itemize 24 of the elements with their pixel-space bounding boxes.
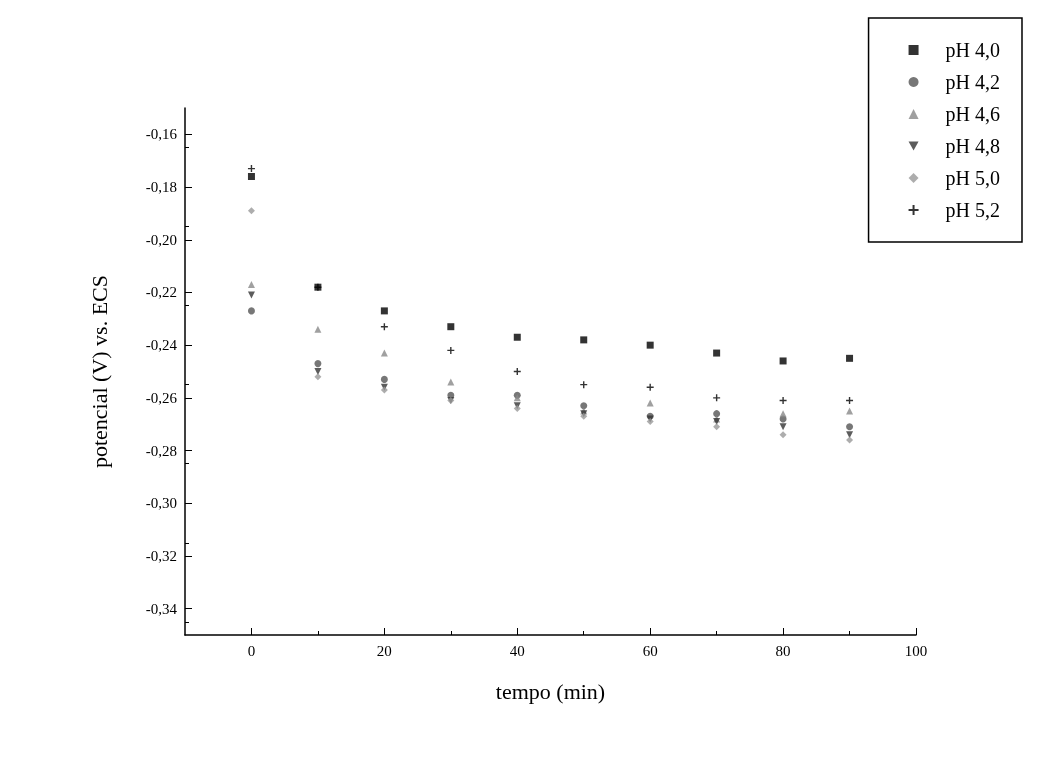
- y-tick-label: -0,32: [145, 547, 177, 564]
- legend-label: pH 4,0: [945, 39, 1001, 62]
- x-tick-label: 0: [247, 642, 256, 659]
- y-tick-label: -0,20: [145, 231, 177, 248]
- x-tick-label: 80: [775, 642, 791, 659]
- x-axis-title: tempo (min): [495, 678, 606, 704]
- x-tick-label: 20: [376, 642, 392, 659]
- legend-label: pH 4,6: [945, 103, 1001, 126]
- x-tick-label: 60: [642, 642, 658, 659]
- x-tick-label: 100: [904, 642, 928, 659]
- y-tick-label: -0,26: [145, 389, 178, 406]
- y-axis-title: potencial (V) vs. ECS: [86, 274, 112, 469]
- y-tick-label: -0,22: [145, 284, 177, 301]
- y-tick-label: -0,16: [145, 126, 178, 143]
- legend-label: pH 5,0: [945, 167, 1001, 190]
- y-tick-label: -0,18: [145, 179, 177, 196]
- x-tick-label: 40: [509, 642, 525, 659]
- y-tick-label: -0,30: [145, 495, 177, 512]
- legend-label: pH 5,2: [945, 199, 1001, 222]
- y-tick-label: -0,24: [145, 337, 178, 354]
- y-tick-label: -0,28: [145, 442, 177, 459]
- legend-label: pH 4,8: [945, 135, 1001, 158]
- y-tick-label: -0,34: [145, 600, 178, 617]
- legend-label: pH 4,2: [945, 71, 1001, 94]
